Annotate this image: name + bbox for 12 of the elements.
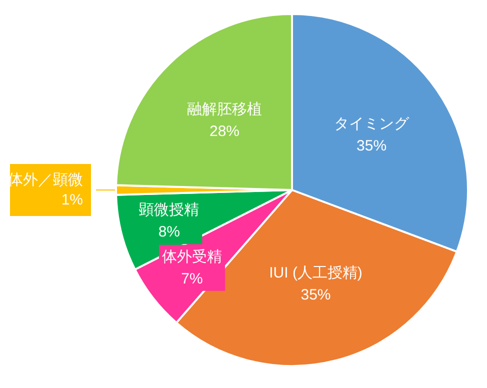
slice-label: 顕微授精	[138, 202, 200, 219]
data-label: 7%	[181, 270, 203, 288]
data-label: 28%	[209, 123, 240, 140]
slice-label: IUI (人工授精)	[269, 264, 362, 282]
slice-label: 融解胚移植	[187, 101, 262, 118]
data-label: 8%	[158, 224, 180, 241]
slice-label: タイミング	[334, 115, 410, 132]
slice-label: 体外／顕微	[8, 172, 83, 188]
data-label: 35%	[356, 137, 387, 154]
data-label: 1%	[61, 192, 83, 208]
data-label: 35%	[300, 286, 331, 304]
slice-label: 体外受精	[162, 248, 222, 266]
